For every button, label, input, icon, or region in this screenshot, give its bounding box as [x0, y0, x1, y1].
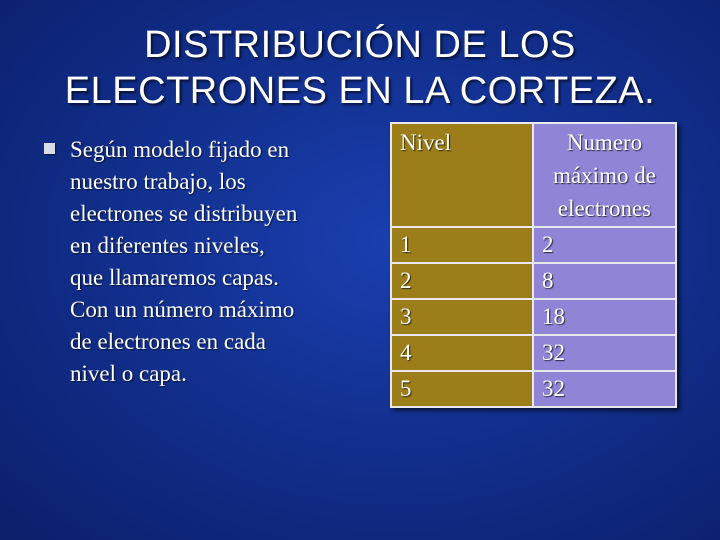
header-line: electrones	[557, 196, 652, 221]
table-row: 2 8	[392, 264, 675, 298]
slide-title-line-2: ELECTRONES EN LA CORTEZA.	[64, 70, 656, 112]
bullet-line: en diferentes niveles,	[70, 233, 265, 258]
header-line: máximo de	[553, 163, 656, 188]
slide-title-line-1: DISTRIBUCIÓN DE LOS	[144, 24, 576, 66]
bullet-point: Según modelo fijado en nuestro trabajo, …	[44, 134, 364, 390]
header-nivel: Nivel	[392, 124, 532, 226]
table-row: 3 18	[392, 300, 675, 334]
bullet-line: que llamaremos capas.	[70, 265, 279, 290]
cell-nivel: 5	[392, 372, 532, 406]
table-row: 4 32	[392, 336, 675, 370]
header-max-electrons: Numero máximo de electrones	[534, 124, 675, 226]
bullet-line: Con un número máximo	[70, 297, 295, 322]
header-line: Numero	[566, 130, 643, 155]
bullet-line: nivel o capa.	[70, 361, 187, 386]
table-row: 5 32	[392, 372, 675, 406]
cell-nivel: 3	[392, 300, 532, 334]
bullet-line: nuestro trabajo, los	[70, 169, 246, 194]
square-bullet-icon	[44, 143, 55, 154]
cell-nivel: 2	[392, 264, 532, 298]
cell-max: 18	[534, 300, 675, 334]
cell-nivel: 4	[392, 336, 532, 370]
bullet-line: electrones se distribuyen	[70, 201, 298, 226]
cell-max: 32	[534, 372, 675, 406]
table-header-row: Nivel Numero máximo de electrones	[392, 124, 675, 226]
cell-max: 32	[534, 336, 675, 370]
cell-nivel: 1	[392, 228, 532, 262]
cell-max: 8	[534, 264, 675, 298]
bullet-line: de electrones en cada	[70, 329, 267, 354]
table-row: 1 2	[392, 228, 675, 262]
electron-levels-table: Nivel Numero máximo de electrones 1 2 2 …	[390, 122, 677, 408]
bullet-text: Según modelo fijado en nuestro trabajo, …	[70, 134, 364, 390]
slide-title: DISTRIBUCIÓN DE LOS ELECTRONES EN LA COR…	[0, 22, 720, 114]
cell-max: 2	[534, 228, 675, 262]
bullet-line: Según modelo fijado en	[70, 137, 290, 162]
